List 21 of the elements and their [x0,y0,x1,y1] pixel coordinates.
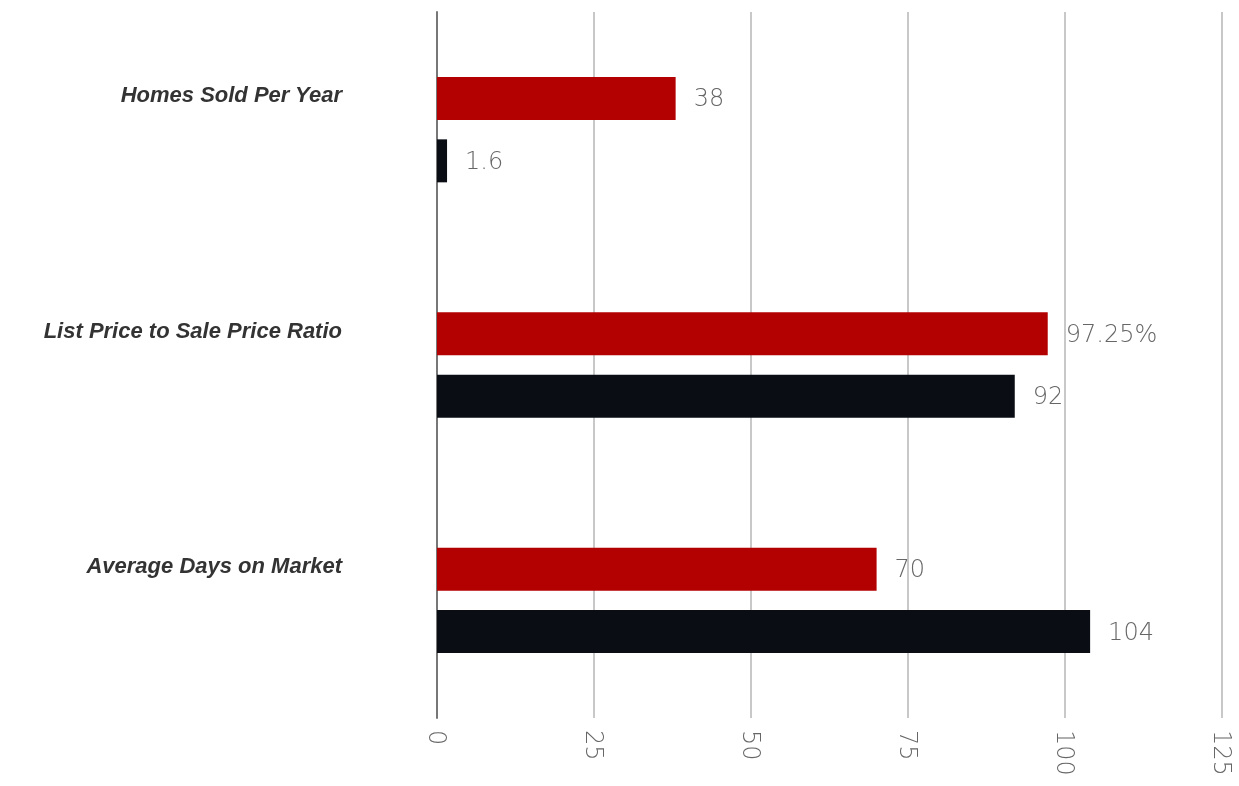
bar [437,610,1091,654]
bar [437,374,1015,418]
bar [437,139,448,183]
x-tick-label: 0 [423,730,451,746]
y-tick-label: List Price to Sale Price Ratio [43,317,342,343]
data-label: 1.6 [465,146,504,175]
data-label: 38 [693,84,725,113]
y-tick-label: Homes Sold Per Year [120,82,344,108]
y-tick-label: Average Days on Market [85,552,344,578]
bar [437,547,877,591]
bar [437,312,1048,356]
x-tick-label: 25 [580,730,608,761]
x-tick-label: 125 [1208,730,1236,776]
x-tick-label: 100 [1051,730,1079,776]
data-label: 92 [1032,382,1064,411]
data-label: 97.25% [1065,319,1158,348]
x-tick-label: 75 [894,730,922,761]
data-label: 70 [894,555,926,584]
bar [437,76,676,120]
x-tick-label: 50 [737,730,765,761]
data-label: 104 [1108,617,1154,646]
